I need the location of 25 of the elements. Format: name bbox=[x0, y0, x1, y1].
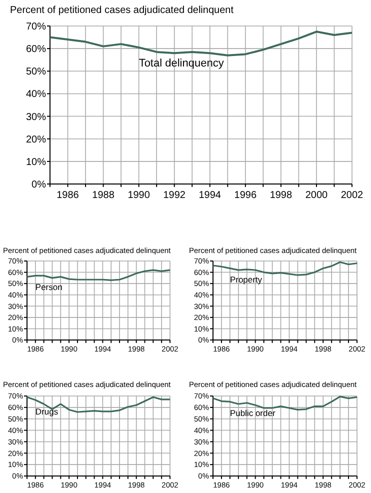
line-series bbox=[26, 269, 171, 281]
chart-title: Percent of petitioned cases adjudicated delinquent bbox=[10, 5, 234, 16]
x-tick-label: 1990 bbox=[128, 190, 150, 201]
y-tick-label: 70% bbox=[26, 22, 46, 32]
x-tick-label: 2000 bbox=[305, 190, 328, 201]
x-tick-label: 1998 bbox=[270, 190, 292, 201]
x-tick-label: 1986 bbox=[56, 190, 80, 201]
y-tick-label: 50% bbox=[26, 66, 46, 78]
x-tick-label: 1996 bbox=[234, 190, 257, 201]
y-tick-label: 0% bbox=[32, 180, 46, 190]
line-series bbox=[49, 30, 353, 56]
series-label: Property bbox=[230, 274, 263, 285]
y-tick-label: 60% bbox=[26, 44, 46, 56]
x-tick-label: 1988 bbox=[92, 190, 115, 201]
y-tick-label: 10% bbox=[26, 156, 46, 168]
series-label: Public order bbox=[230, 408, 276, 418]
x-tick-label: 2002 bbox=[340, 190, 364, 201]
y-tick-label: 20% bbox=[26, 134, 46, 146]
x-tick-label: 1994 bbox=[198, 190, 222, 201]
y-tick-label: 40% bbox=[26, 89, 46, 100]
series-label: Drugs bbox=[35, 406, 58, 416]
series-label: Person bbox=[35, 282, 63, 292]
series-label: Total delinquency bbox=[138, 57, 224, 70]
x-tick-label: 1992 bbox=[163, 190, 186, 201]
y-tick-label: 30% bbox=[26, 112, 46, 123]
